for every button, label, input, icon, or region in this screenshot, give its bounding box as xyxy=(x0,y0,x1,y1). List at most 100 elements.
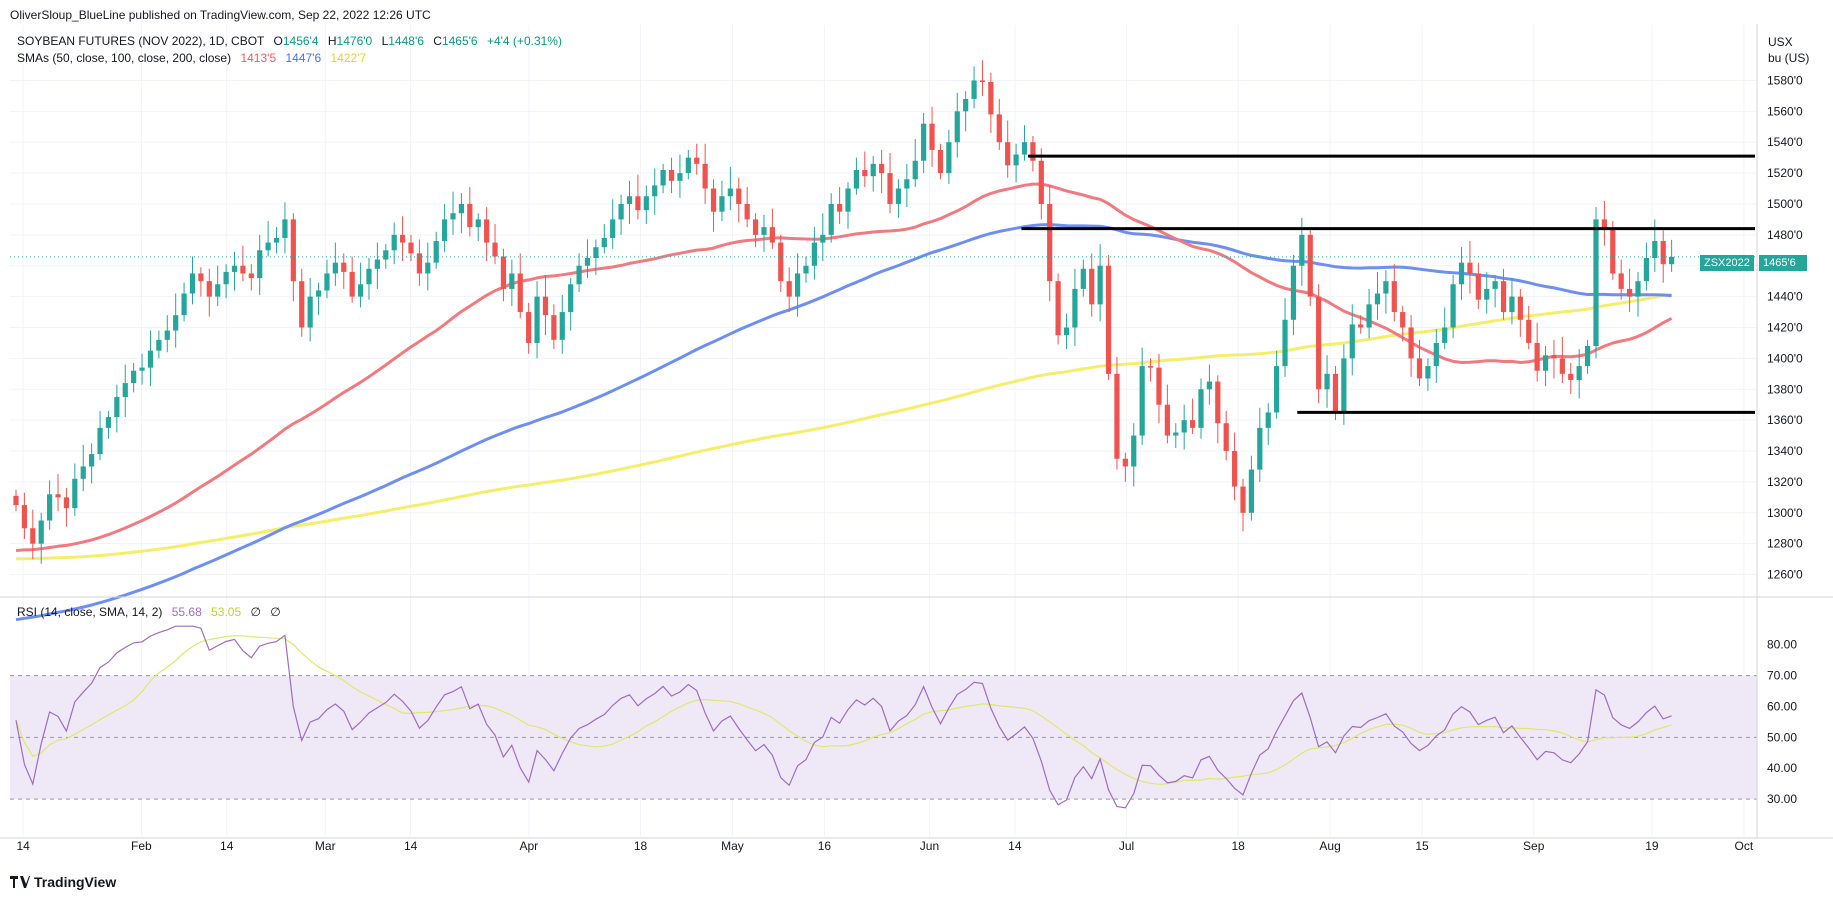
time-tick-label: 19 xyxy=(1645,839,1659,853)
candle-body xyxy=(1257,427,1263,470)
candle xyxy=(257,234,263,296)
sma200-value: 1422'7 xyxy=(330,51,367,65)
candle xyxy=(794,253,801,317)
candle xyxy=(1509,278,1515,325)
candle xyxy=(879,149,885,194)
candle xyxy=(324,259,330,299)
candle xyxy=(1526,305,1532,350)
candle-body xyxy=(1198,389,1204,428)
time-tick-label: 18 xyxy=(1231,839,1245,853)
candle xyxy=(1080,259,1086,297)
candle-body xyxy=(862,170,868,177)
candle-body xyxy=(559,312,565,340)
candle-body xyxy=(963,98,969,112)
candle-body xyxy=(912,160,918,180)
candle xyxy=(853,157,860,195)
candle xyxy=(189,256,196,305)
candle-body xyxy=(727,188,733,197)
candle xyxy=(425,242,431,291)
candle xyxy=(803,256,809,283)
candle xyxy=(601,224,607,254)
symbol-legend: SOYBEAN FUTURES (NOV 2022), 1D, CBOT O14… xyxy=(17,34,562,48)
candle xyxy=(72,463,78,516)
time-tick-label: Feb xyxy=(131,839,152,853)
candle xyxy=(1425,358,1431,391)
rsi-line xyxy=(15,625,1672,809)
price-unit: USX bu (US) xyxy=(1768,34,1809,66)
candle xyxy=(1189,398,1196,435)
candle xyxy=(500,248,507,302)
candle xyxy=(1660,230,1666,283)
candle-body xyxy=(1358,324,1364,328)
candle-body xyxy=(450,213,456,220)
high-value: 1476'0 xyxy=(336,34,373,48)
candle-body xyxy=(72,478,78,509)
candle xyxy=(290,213,296,302)
candle xyxy=(1265,403,1271,445)
change-value: +4'4 (+0.31%) xyxy=(486,34,562,48)
rsi-ma-value: 53.05 xyxy=(211,605,242,619)
candle-body xyxy=(534,296,540,343)
candle-body xyxy=(341,262,347,272)
candle-body xyxy=(223,271,229,285)
candle xyxy=(559,295,565,354)
candle xyxy=(97,410,103,461)
sma-legend[interactable]: SMAs (50, close, 100, close, 200, close)… xyxy=(17,51,366,65)
candle-body xyxy=(1030,142,1036,161)
rsi-legend[interactable]: RSI (14, close, SMA, 14, 2) 55.68 53.05 … xyxy=(17,605,281,619)
candle-body xyxy=(668,170,675,181)
candle-body xyxy=(1282,319,1288,367)
candle-body xyxy=(904,179,910,189)
candle xyxy=(988,72,994,133)
close-value: 1465'6 xyxy=(441,34,478,48)
candle xyxy=(568,278,574,331)
symbol-title: SOYBEAN FUTURES (NOV 2022), 1D, CBOT xyxy=(17,34,265,48)
candle-body xyxy=(1089,268,1095,305)
candle xyxy=(1223,410,1229,461)
candle-body xyxy=(694,157,700,164)
candle-body xyxy=(1542,355,1549,371)
candle-body xyxy=(391,234,397,251)
rsi-tick-label: 70.00 xyxy=(1767,669,1797,683)
candle-body xyxy=(55,494,61,498)
candle xyxy=(719,180,725,221)
candle xyxy=(13,489,19,512)
candle xyxy=(1089,253,1095,317)
candle-body xyxy=(1038,160,1044,204)
candle-body xyxy=(315,290,322,297)
candle-body xyxy=(635,196,641,211)
candle-body xyxy=(1484,288,1490,300)
price-tick-label: 1440'0 xyxy=(1767,290,1803,304)
candle xyxy=(147,330,154,387)
candle-body xyxy=(1475,273,1481,300)
rsi-value: 55.68 xyxy=(171,605,202,619)
tradingview-logo[interactable]: TradingView xyxy=(10,874,116,890)
candle-body xyxy=(820,234,826,243)
candle-body xyxy=(1551,355,1557,359)
candle xyxy=(341,253,347,289)
candle xyxy=(1374,271,1381,320)
candle-body xyxy=(1231,451,1238,487)
candle-body xyxy=(1559,358,1565,374)
candle xyxy=(643,185,649,225)
sma-label: SMAs (50, close, 100, close, 200, close) xyxy=(17,51,232,65)
candle xyxy=(1156,353,1162,424)
candle-body xyxy=(1467,262,1473,274)
candle xyxy=(1450,275,1456,339)
candle-body xyxy=(761,227,767,235)
low-value: 1448'6 xyxy=(388,34,424,48)
candle-body xyxy=(1290,265,1297,320)
horizontal-levels[interactable] xyxy=(1021,154,1755,414)
candle-body xyxy=(702,163,708,189)
candle xyxy=(887,153,893,214)
candle-body xyxy=(618,203,624,220)
candle-body xyxy=(1534,342,1540,371)
candle-body xyxy=(1341,358,1347,413)
candle xyxy=(105,410,112,439)
time-tick-label: Aug xyxy=(1319,839,1340,853)
candle xyxy=(1467,241,1473,294)
candle-body xyxy=(929,123,935,150)
open-value: 1456'4 xyxy=(282,34,319,48)
time-tick-label: May xyxy=(721,839,744,853)
